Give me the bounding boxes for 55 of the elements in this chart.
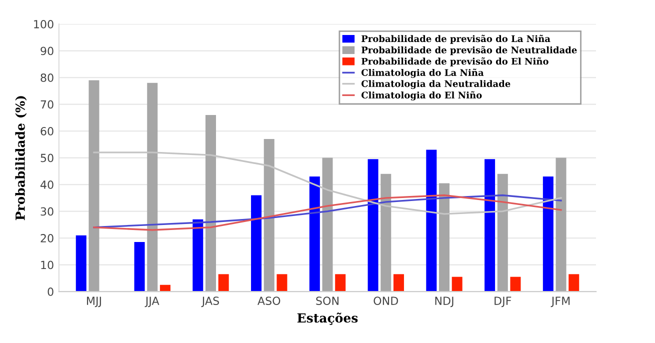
- y-tick-label: 20: [40, 234, 54, 242]
- bar: [251, 195, 262, 292]
- bar: [393, 274, 404, 292]
- bar: [134, 242, 145, 292]
- y-tick-label: 50: [40, 154, 54, 162]
- x-tick-label: MJJ: [86, 296, 101, 308]
- x-tick-label: JAS: [201, 296, 219, 308]
- bar: [88, 80, 100, 292]
- bar: [439, 183, 450, 292]
- bar: [192, 219, 204, 292]
- y-tick-label: 0: [48, 288, 54, 296]
- legend-label: Climatologia do El Niño: [361, 91, 482, 100]
- bar: [484, 159, 496, 292]
- x-tick-label: DJF: [494, 296, 512, 308]
- bar: [335, 274, 346, 292]
- bar: [322, 158, 333, 292]
- legend-label: Probabilidade de previsão do El Niño: [362, 57, 548, 66]
- bar: [368, 159, 378, 292]
- x-tick-label: NDJ: [435, 296, 454, 308]
- bar: [568, 274, 580, 292]
- bar: [426, 150, 437, 292]
- bar: [542, 176, 554, 292]
- x-axis-title: Estações: [297, 312, 358, 325]
- legend-label: Probabilidade de previsão do La Niña: [362, 34, 550, 44]
- bar: [497, 174, 508, 292]
- x-tick-label: JFM: [550, 296, 570, 308]
- y-tick-label: 80: [40, 73, 54, 82]
- bar: [264, 139, 274, 292]
- bar: [160, 284, 170, 292]
- y-tick-label: 40: [40, 180, 54, 189]
- x-tick-label: ASO: [258, 296, 280, 306]
- legend-label: Climatologia do La Niña: [361, 68, 484, 78]
- bar: [147, 82, 158, 292]
- bar: [510, 276, 521, 292]
- x-tick-label: OND: [374, 296, 398, 306]
- bar: [218, 274, 229, 292]
- x-tick-label: JJA: [144, 296, 160, 308]
- y-tick-label: 30: [40, 207, 54, 216]
- y-axis-title: Probabilidade (%): [15, 96, 27, 220]
- bar: [452, 276, 462, 292]
- bar: [309, 176, 320, 292]
- line-series: [93, 152, 562, 215]
- bar: [276, 274, 288, 292]
- y-tick-label: 70: [40, 100, 54, 109]
- x-tick-label: SON: [316, 296, 338, 306]
- bar: [380, 174, 392, 292]
- y-tick-label: 90: [40, 46, 54, 56]
- bar: [205, 114, 216, 292]
- legend-label: Probabilidade de previsão de Neutralidade: [362, 46, 577, 56]
- y-tick-label: 60: [40, 127, 54, 136]
- bar: [556, 158, 566, 292]
- legend-label: Climatologia da Neutralidade: [361, 80, 510, 89]
- y-tick-label: 100: [34, 20, 54, 28]
- bar: [76, 235, 86, 292]
- y-tick-label: 10: [41, 260, 54, 270]
